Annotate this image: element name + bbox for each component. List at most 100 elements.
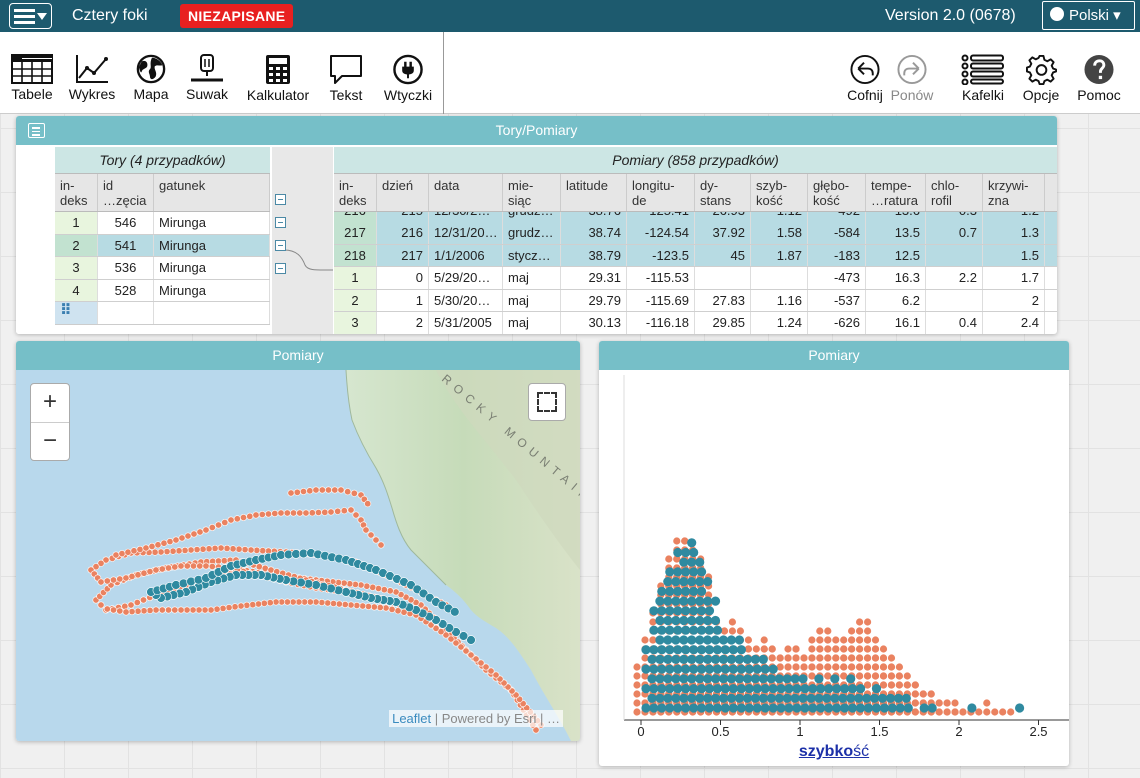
- language-menu[interactable]: Polski ▾: [1042, 1, 1135, 30]
- table-cell[interactable]: 12/31/20…: [429, 222, 503, 244]
- table-row[interactable]: 1 0 5/29/20… maj 29.31 -115.53 -473 16.3 2.2 1.7: [334, 267, 1057, 290]
- table-cell[interactable]: 29.85: [695, 312, 751, 334]
- table-cell[interactable]: maj: [503, 289, 561, 311]
- table-cell[interactable]: 528: [98, 279, 154, 301]
- help-button[interactable]: Pomoc: [1072, 32, 1126, 114]
- column-header[interactable]: tempe- …ratura: [866, 174, 926, 211]
- collapse-icon[interactable]: [275, 240, 286, 251]
- table-cell[interactable]: -125.41: [627, 212, 695, 222]
- table-cell[interactable]: 2: [55, 234, 98, 256]
- main-menu-button[interactable]: [9, 3, 52, 29]
- table-cell[interactable]: -115.69: [627, 289, 695, 311]
- table-list-icon[interactable]: [28, 123, 45, 138]
- table-cell[interactable]: 1: [55, 212, 98, 234]
- table-cell[interactable]: 1.16: [751, 289, 808, 311]
- table-cell[interactable]: 2.2: [926, 267, 983, 289]
- column-header[interactable]: longitu- de: [627, 174, 695, 211]
- table-row[interactable]: 4 528 Mirunga: [55, 279, 270, 302]
- leaflet-link[interactable]: Leaflet: [392, 711, 432, 726]
- table-cell[interactable]: [926, 289, 983, 311]
- column-header[interactable]: id …zęcia: [98, 174, 154, 211]
- column-header[interactable]: krzywi- zna: [983, 174, 1045, 211]
- tool-calculator[interactable]: Kalkulator: [240, 32, 316, 114]
- tiles-button[interactable]: Kafelki: [956, 32, 1010, 114]
- table-cell[interactable]: 5/29/20…: [429, 267, 503, 289]
- table-cell[interactable]: 0.7: [926, 222, 983, 244]
- table-cell[interactable]: 3: [55, 257, 98, 279]
- table-cell[interactable]: 1: [377, 289, 429, 311]
- table-cell[interactable]: 1.58: [751, 222, 808, 244]
- map-title-bar[interactable]: Pomiary: [16, 341, 580, 370]
- table-cell[interactable]: 0.3: [926, 212, 983, 222]
- redo-button[interactable]: Ponów: [887, 32, 937, 114]
- table-cell[interactable]: 38.76: [561, 212, 627, 222]
- table-row[interactable]: 1 546 Mirunga: [55, 212, 270, 235]
- table-row[interactable]: 3 2 5/31/2005 maj 30.13 -116.18 29.85 1.24 -626 1…: [334, 312, 1057, 334]
- table-cell[interactable]: 546: [98, 212, 154, 234]
- tool-graph[interactable]: Wykres: [64, 32, 120, 114]
- collapse-icon[interactable]: [275, 263, 286, 274]
- table-cell[interactable]: 2.4: [983, 312, 1045, 334]
- table-cell[interactable]: 29.79: [561, 289, 627, 311]
- table-cell[interactable]: 1: [334, 267, 377, 289]
- zoom-out-button[interactable]: −: [31, 422, 69, 460]
- table-cell[interactable]: 37.92: [695, 222, 751, 244]
- table-cell[interactable]: 216: [377, 222, 429, 244]
- column-header[interactable]: dy- stans: [695, 174, 751, 211]
- table-cell[interactable]: 2: [334, 289, 377, 311]
- table-cell[interactable]: Mirunga: [154, 257, 270, 279]
- column-header[interactable]: chlo- rofil: [926, 174, 983, 211]
- table-cell[interactable]: [695, 267, 751, 289]
- graph-title-bar[interactable]: Pomiary: [599, 341, 1069, 370]
- table-row[interactable]: 21621512/30/2…grudz…38.76-125.4126.931.1…: [334, 212, 1057, 222]
- tool-text[interactable]: Tekst: [322, 32, 370, 114]
- table-cell[interactable]: -124.54: [627, 222, 695, 244]
- table-cell[interactable]: 536: [98, 257, 154, 279]
- table-cell[interactable]: maj: [503, 312, 561, 334]
- table-cell[interactable]: 1.3: [983, 222, 1045, 244]
- table-cell[interactable]: 3: [334, 312, 377, 334]
- table-cell[interactable]: 6.2: [866, 289, 926, 311]
- table-cell[interactable]: 1.5: [983, 244, 1045, 266]
- table-row[interactable]: 3 536 Mirunga: [55, 257, 270, 280]
- table-cell[interactable]: 1.2: [983, 212, 1045, 222]
- table-cell[interactable]: 218: [334, 244, 377, 266]
- table-cell[interactable]: 216: [334, 212, 377, 222]
- table-cell[interactable]: -537: [808, 289, 866, 311]
- table-cell[interactable]: 13.5: [866, 222, 926, 244]
- table-cell[interactable]: -492: [808, 212, 866, 222]
- tool-map[interactable]: Mapa: [124, 32, 178, 114]
- table-cell[interactable]: 1.12: [751, 212, 808, 222]
- table-cell[interactable]: 541: [98, 234, 154, 256]
- track-points-layer[interactable]: [16, 370, 580, 741]
- table-title-bar[interactable]: Tory/Pomiary: [16, 116, 1057, 145]
- table-cell[interactable]: grudz…: [503, 212, 561, 222]
- column-header[interactable]: głębo- kość: [808, 174, 866, 211]
- table-cell[interactable]: 2: [983, 289, 1045, 311]
- table-cell[interactable]: 45: [695, 244, 751, 266]
- column-header[interactable]: data: [429, 174, 503, 211]
- table-cell[interactable]: 13.6: [866, 212, 926, 222]
- table-cell[interactable]: 27.83: [695, 289, 751, 311]
- graph-plot-area[interactable]: 0 0.5 1 1.5 2 2.5 szybkość: [599, 370, 1069, 766]
- column-header[interactable]: in- deks: [55, 174, 98, 211]
- column-header[interactable]: mie- siąc: [503, 174, 561, 211]
- table-row[interactable]: 2 1 5/30/20… maj 29.79 -115.69 27.83 1.16 -537 6.…: [334, 289, 1057, 312]
- table-cell[interactable]: 1.24: [751, 312, 808, 334]
- undo-button[interactable]: Cofnij: [843, 32, 887, 114]
- table-cell[interactable]: 2: [377, 312, 429, 334]
- column-header[interactable]: dzień: [377, 174, 429, 211]
- table-row[interactable]: 2 541 Mirunga: [55, 234, 270, 257]
- table-cell[interactable]: -584: [808, 222, 866, 244]
- table-cell[interactable]: grudz…: [503, 222, 561, 244]
- table-cell[interactable]: 217: [377, 244, 429, 266]
- drag-handle-icon[interactable]: ⠿: [55, 302, 98, 324]
- table-cell[interactable]: Mirunga: [154, 234, 270, 256]
- collapse-icon[interactable]: [275, 217, 286, 228]
- table-cell[interactable]: 38.79: [561, 244, 627, 266]
- table-row[interactable]: 217 216 12/31/20… grudz… 38.74 -124.54 37.92 1.…: [334, 222, 1057, 245]
- tool-plugins[interactable]: Wtyczki: [378, 32, 438, 114]
- table-row[interactable]: 218 217 1/1/2006 stycz… 38.79 -123.5 45 1.87 -18…: [334, 244, 1057, 267]
- marquee-select-button[interactable]: [528, 383, 566, 421]
- table-cell[interactable]: stycz…: [503, 244, 561, 266]
